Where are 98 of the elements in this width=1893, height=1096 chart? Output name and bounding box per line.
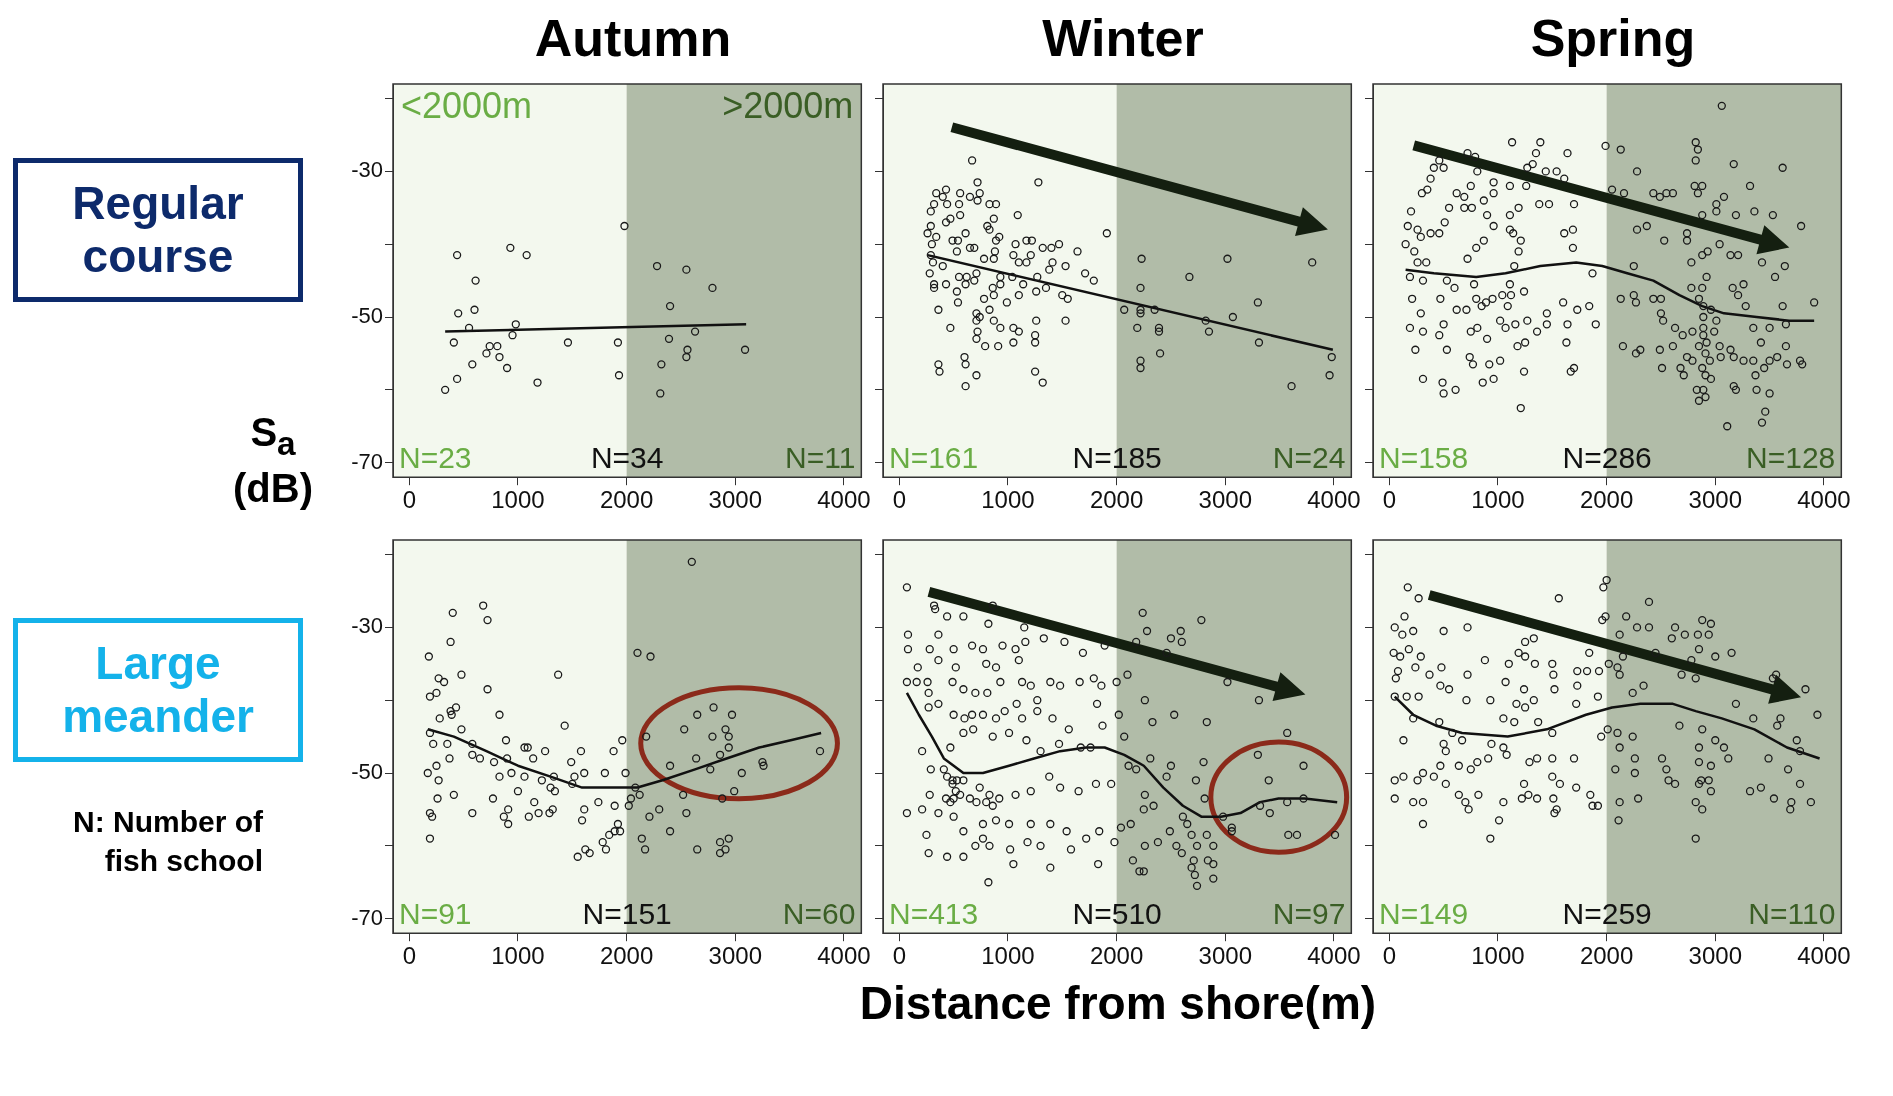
point <box>471 276 480 285</box>
annotation: N=11 <box>784 441 856 475</box>
point <box>508 331 517 340</box>
point <box>470 305 479 314</box>
x-tick-label: 4000 <box>1307 942 1361 970</box>
annotation: N=151 <box>582 897 672 931</box>
x-tick-label: 1000 <box>981 486 1035 514</box>
point <box>502 363 512 373</box>
x-tick-label: 4000 <box>817 942 871 970</box>
annotation: N=128 <box>1746 441 1836 475</box>
y-tick-label: -30 <box>351 157 383 183</box>
annotation: N=23 <box>399 441 472 475</box>
annotation: N=510 <box>1072 897 1162 931</box>
point <box>682 265 691 274</box>
point <box>454 309 463 318</box>
chart-title: Winter <box>1041 8 1205 68</box>
x-tick-label: 3000 <box>708 486 762 514</box>
text: N: Number of fish school <box>72 803 263 879</box>
x-tick-label: 3000 <box>1198 486 1252 514</box>
band-label: >2000m <box>722 84 854 126</box>
annotation: N=259 <box>1562 897 1652 931</box>
point <box>620 221 629 231</box>
annotation: N=34 <box>590 441 664 475</box>
annotation: N=110 <box>1748 897 1836 931</box>
x-tick-label: 1000 <box>491 942 545 970</box>
point <box>656 389 665 398</box>
x-tick-label: 4000 <box>1307 486 1361 514</box>
point <box>493 341 502 351</box>
point <box>657 360 666 369</box>
annotation: N=149 <box>1379 897 1469 931</box>
x-tick-label: 4000 <box>1797 486 1851 514</box>
x-tick-label: 3000 <box>1198 942 1252 970</box>
x-tick-label: 2000 <box>1579 486 1634 514</box>
point <box>682 352 691 362</box>
annotation: N=60 <box>782 897 856 931</box>
point <box>613 338 623 347</box>
point <box>441 385 450 394</box>
point <box>464 323 474 333</box>
point <box>665 301 675 311</box>
point <box>506 243 515 252</box>
point <box>708 283 717 293</box>
y-tick-label: -70 <box>351 904 383 930</box>
x-tick-label: 2000 <box>599 942 654 970</box>
x-tick-label: 0 <box>1382 942 1396 970</box>
point <box>482 349 491 358</box>
point <box>563 338 573 347</box>
x-tick-label: 1000 <box>1471 942 1525 970</box>
point <box>533 378 542 387</box>
x-tick-label: 0 <box>892 486 906 514</box>
band-label: <2000m <box>401 84 533 126</box>
annotation: N=91 <box>399 897 472 931</box>
text: Large meander <box>13 618 303 762</box>
x-tick-label: 0 <box>402 942 416 970</box>
point <box>652 261 662 271</box>
x-tick-label: 1000 <box>491 486 545 514</box>
point <box>452 250 462 260</box>
y-tick-label: -70 <box>351 448 383 474</box>
point <box>740 345 750 354</box>
annotation: N=413 <box>889 897 979 931</box>
y-tick-label: -50 <box>351 303 383 329</box>
x-tick-label: 2000 <box>1579 942 1634 970</box>
x-tick-label: 2000 <box>1089 942 1144 970</box>
text: Regular course <box>13 158 303 302</box>
point <box>495 352 504 362</box>
y-axis-title: S$_{a}$ (dB) <box>232 409 314 512</box>
annotation: N=24 <box>1272 441 1346 475</box>
annotation: N=161 <box>889 441 979 475</box>
point <box>485 341 494 351</box>
annotation: N=97 <box>1272 897 1346 931</box>
chart-title: Spring <box>1529 8 1697 68</box>
point <box>690 327 700 336</box>
x-tick-label: 2000 <box>1089 486 1144 514</box>
x-tick-label: 0 <box>892 942 906 970</box>
y-tick-label: -50 <box>351 759 383 785</box>
point <box>522 250 531 260</box>
point <box>614 371 624 380</box>
x-tick-label: 1000 <box>1471 486 1525 514</box>
x-tick-label: 3000 <box>1688 942 1742 970</box>
point <box>468 360 477 369</box>
x-tick-label: 3000 <box>1688 486 1742 514</box>
x-axis-title: Distance from shore(m) <box>859 976 1377 1030</box>
annotation: N=286 <box>1562 441 1652 475</box>
x-tick-label: 4000 <box>1797 942 1851 970</box>
y-tick-label: -30 <box>351 613 383 639</box>
x-tick-label: 3000 <box>708 942 762 970</box>
x-tick-label: 0 <box>402 486 416 514</box>
point <box>449 338 458 347</box>
annotation: N=185 <box>1072 441 1162 475</box>
point <box>511 320 520 329</box>
annotation: N=158 <box>1379 441 1469 475</box>
point <box>683 345 692 354</box>
x-tick-label: 1000 <box>981 942 1035 970</box>
point <box>452 374 462 384</box>
x-tick-label: 0 <box>1382 486 1396 514</box>
x-tick-label: 4000 <box>817 486 871 514</box>
chart-title: Autumn <box>533 8 733 68</box>
point <box>664 334 674 343</box>
x-tick-label: 2000 <box>599 486 654 514</box>
